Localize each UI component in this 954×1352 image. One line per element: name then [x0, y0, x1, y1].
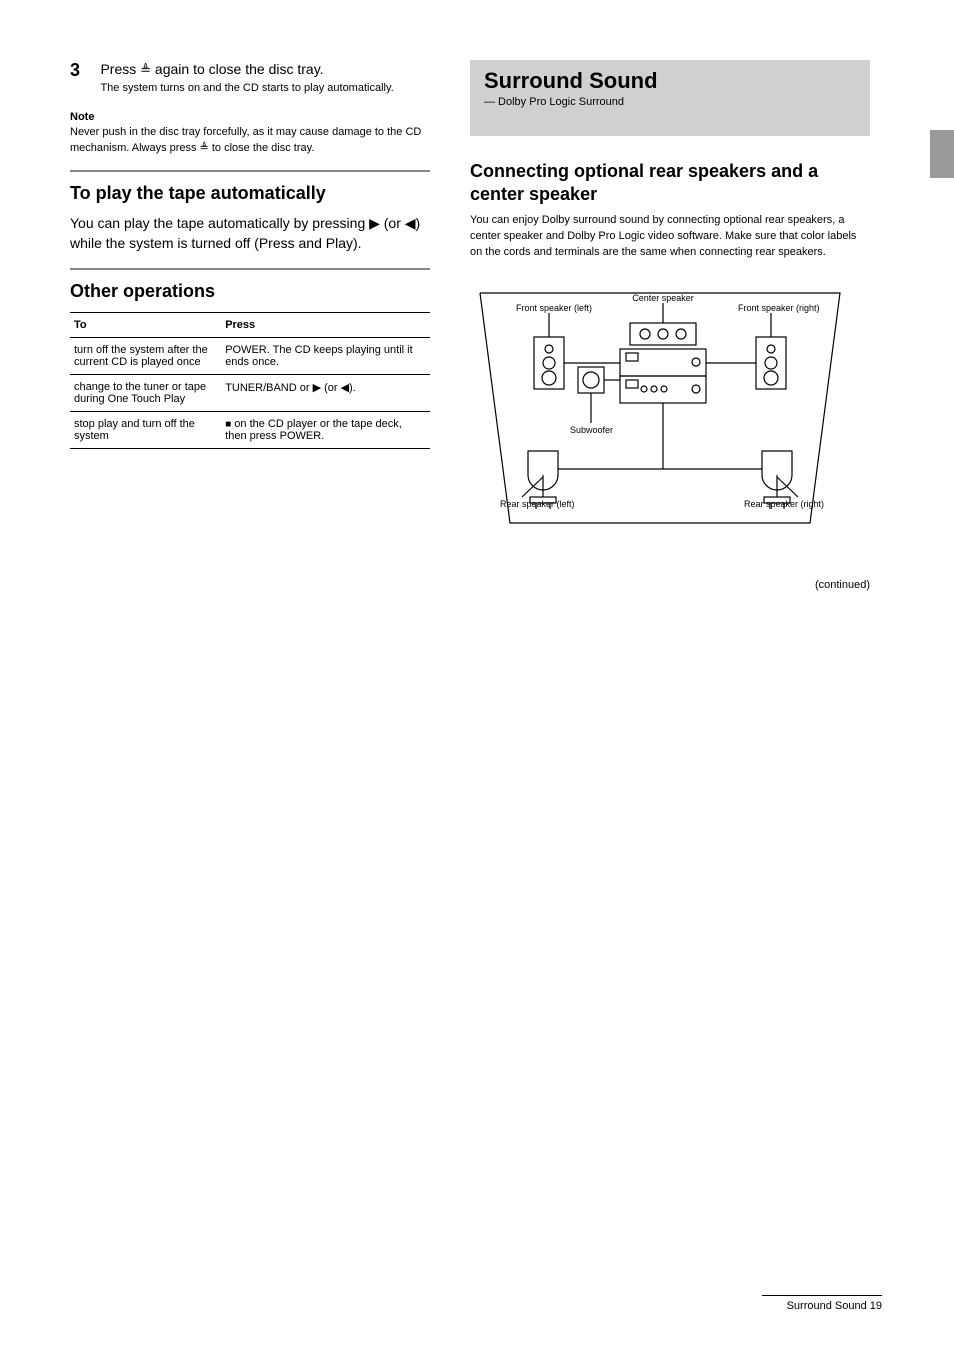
footer-rule	[762, 1295, 882, 1296]
step-3: 3 Press ≜ again to close the disc tray. …	[70, 60, 430, 96]
table-cell: stop play and turn off the system	[70, 412, 221, 449]
eject-icon: ≜	[140, 62, 151, 77]
step-number: 3	[70, 60, 96, 81]
note-title: Note	[70, 110, 430, 125]
subheading-other-ops: Other operations	[70, 280, 430, 303]
subheading-auto-tape: To play the tape automatically	[70, 182, 430, 205]
footer-label: Surround Sound 19	[682, 1300, 882, 1312]
step-tail: again to close the disc tray.	[151, 61, 324, 77]
table-cell: ■ on the CD player or the tape deck, the…	[221, 412, 430, 449]
section-header: Surround Sound — Dolby Pro Logic Surroun…	[470, 60, 870, 136]
page: Surround Sound — Dolby Pro Logic Surroun…	[0, 0, 954, 1352]
table-cell: POWER. The CD keeps playing until it end…	[221, 338, 430, 375]
right-title: Connecting optional rear speakers and a …	[470, 160, 870, 205]
speaker-layout-diagram: Center speaker Front speaker (left) Fron…	[470, 273, 850, 543]
left-column: 3 Press ≜ again to close the disc tray. …	[70, 60, 430, 449]
continued-label: (continued)	[470, 579, 870, 591]
svg-text:Front speaker (right): Front speaker (right)	[738, 303, 820, 313]
table-row: stop play and turn off the system ■ on t…	[70, 412, 430, 449]
right-column: Connecting optional rear speakers and a …	[470, 160, 870, 591]
svg-text:Front speaker (left): Front speaker (left)	[516, 303, 592, 313]
operations-table: To Press turn off the system after the c…	[70, 312, 430, 449]
svg-text:Center speaker: Center speaker	[632, 293, 694, 303]
step-note: The system turns on and the CD starts to…	[100, 81, 420, 96]
note-text: Never push in the disc tray forcefully, …	[70, 125, 430, 156]
table-cell-text: on the CD player or the tape deck, then …	[225, 418, 402, 442]
right-body: You can enjoy Dolby surround sound by co…	[470, 213, 870, 261]
svg-text:Rear speaker (left): Rear speaker (left)	[500, 499, 575, 509]
step-lead: Press	[100, 61, 140, 77]
note-block: Note Never push in the disc tray forcefu…	[70, 110, 430, 156]
table-cell: TUNER/BAND or ▶ (or ◀).	[221, 375, 430, 412]
divider	[70, 170, 430, 172]
table-row: change to the tuner or tape during One T…	[70, 375, 430, 412]
section-title: Surround Sound	[484, 68, 856, 94]
body-auto-tape: You can play the tape automatically by p…	[70, 214, 430, 253]
side-tab	[930, 130, 954, 178]
section-subtitle: — Dolby Pro Logic Surround	[484, 96, 856, 108]
svg-text:Subwoofer: Subwoofer	[570, 425, 613, 435]
divider	[70, 268, 430, 270]
svg-text:Rear speaker (right): Rear speaker (right)	[744, 499, 824, 509]
table-cell: turn off the system after the current CD…	[70, 338, 221, 375]
table-cell: change to the tuner or tape during One T…	[70, 375, 221, 412]
table-row: turn off the system after the current CD…	[70, 338, 430, 375]
step-body: Press ≜ again to close the disc tray. Th…	[100, 60, 420, 96]
table-header-to: To	[70, 313, 221, 338]
table-header-press: Press	[221, 313, 430, 338]
